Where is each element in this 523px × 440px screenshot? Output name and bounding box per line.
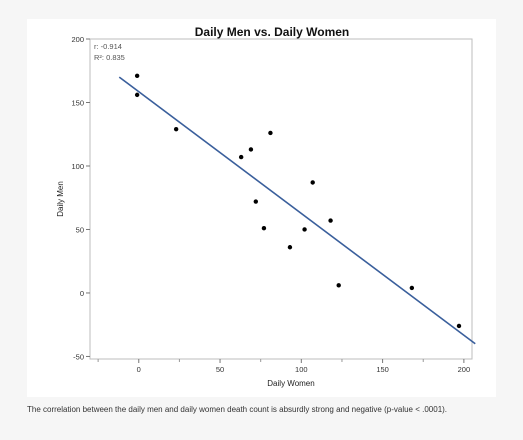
x-axis: 0 50 100 150 200 [97, 359, 471, 374]
data-point [310, 180, 315, 185]
x-tick-label: 200 [458, 365, 471, 374]
data-point [409, 285, 415, 291]
data-point [328, 218, 333, 223]
fit-line-group [118, 76, 476, 345]
x-tick-label: 50 [216, 365, 224, 374]
r-annotation: r: -0.914 [94, 42, 122, 51]
data-point [238, 154, 244, 160]
y-tick-label: 100 [71, 162, 84, 171]
data-point [261, 226, 267, 231]
data-point [173, 126, 179, 132]
y-tick-label: 150 [71, 98, 84, 107]
data-point [287, 245, 293, 250]
x-axis-label: Daily Women [267, 379, 314, 388]
data-point [302, 227, 307, 232]
y-axis: -50 0 50 100 150 200 [71, 35, 90, 361]
data-point [134, 73, 140, 79]
x-tick-label: 150 [376, 365, 389, 374]
figure-caption: The correlation between the daily men an… [27, 405, 448, 414]
data-point [248, 147, 254, 152]
chart-title: Daily Men vs. Daily Women [195, 25, 350, 39]
data-points [134, 73, 462, 329]
data-point [134, 92, 140, 98]
data-point [268, 130, 273, 136]
data-point [336, 283, 341, 288]
r-squared-annotation: R²: 0.835 [94, 53, 125, 62]
plot-frame [89, 38, 473, 360]
scatter-chart: Daily Men vs. Daily Women r: -0.914 R²: … [56, 25, 476, 388]
y-tick-label: -50 [73, 352, 84, 361]
y-tick-label: 200 [71, 35, 84, 44]
y-tick-label: 0 [80, 289, 84, 298]
y-tick-label: 50 [76, 225, 84, 234]
data-point [456, 323, 462, 329]
data-point [253, 199, 259, 204]
chart-figure: Daily Men vs. Daily Women r: -0.914 R²: … [27, 19, 496, 397]
regression-line [118, 76, 476, 345]
x-tick-label: 0 [137, 365, 141, 374]
x-tick-label: 100 [295, 365, 308, 374]
y-axis-label: Daily Men [56, 181, 65, 217]
